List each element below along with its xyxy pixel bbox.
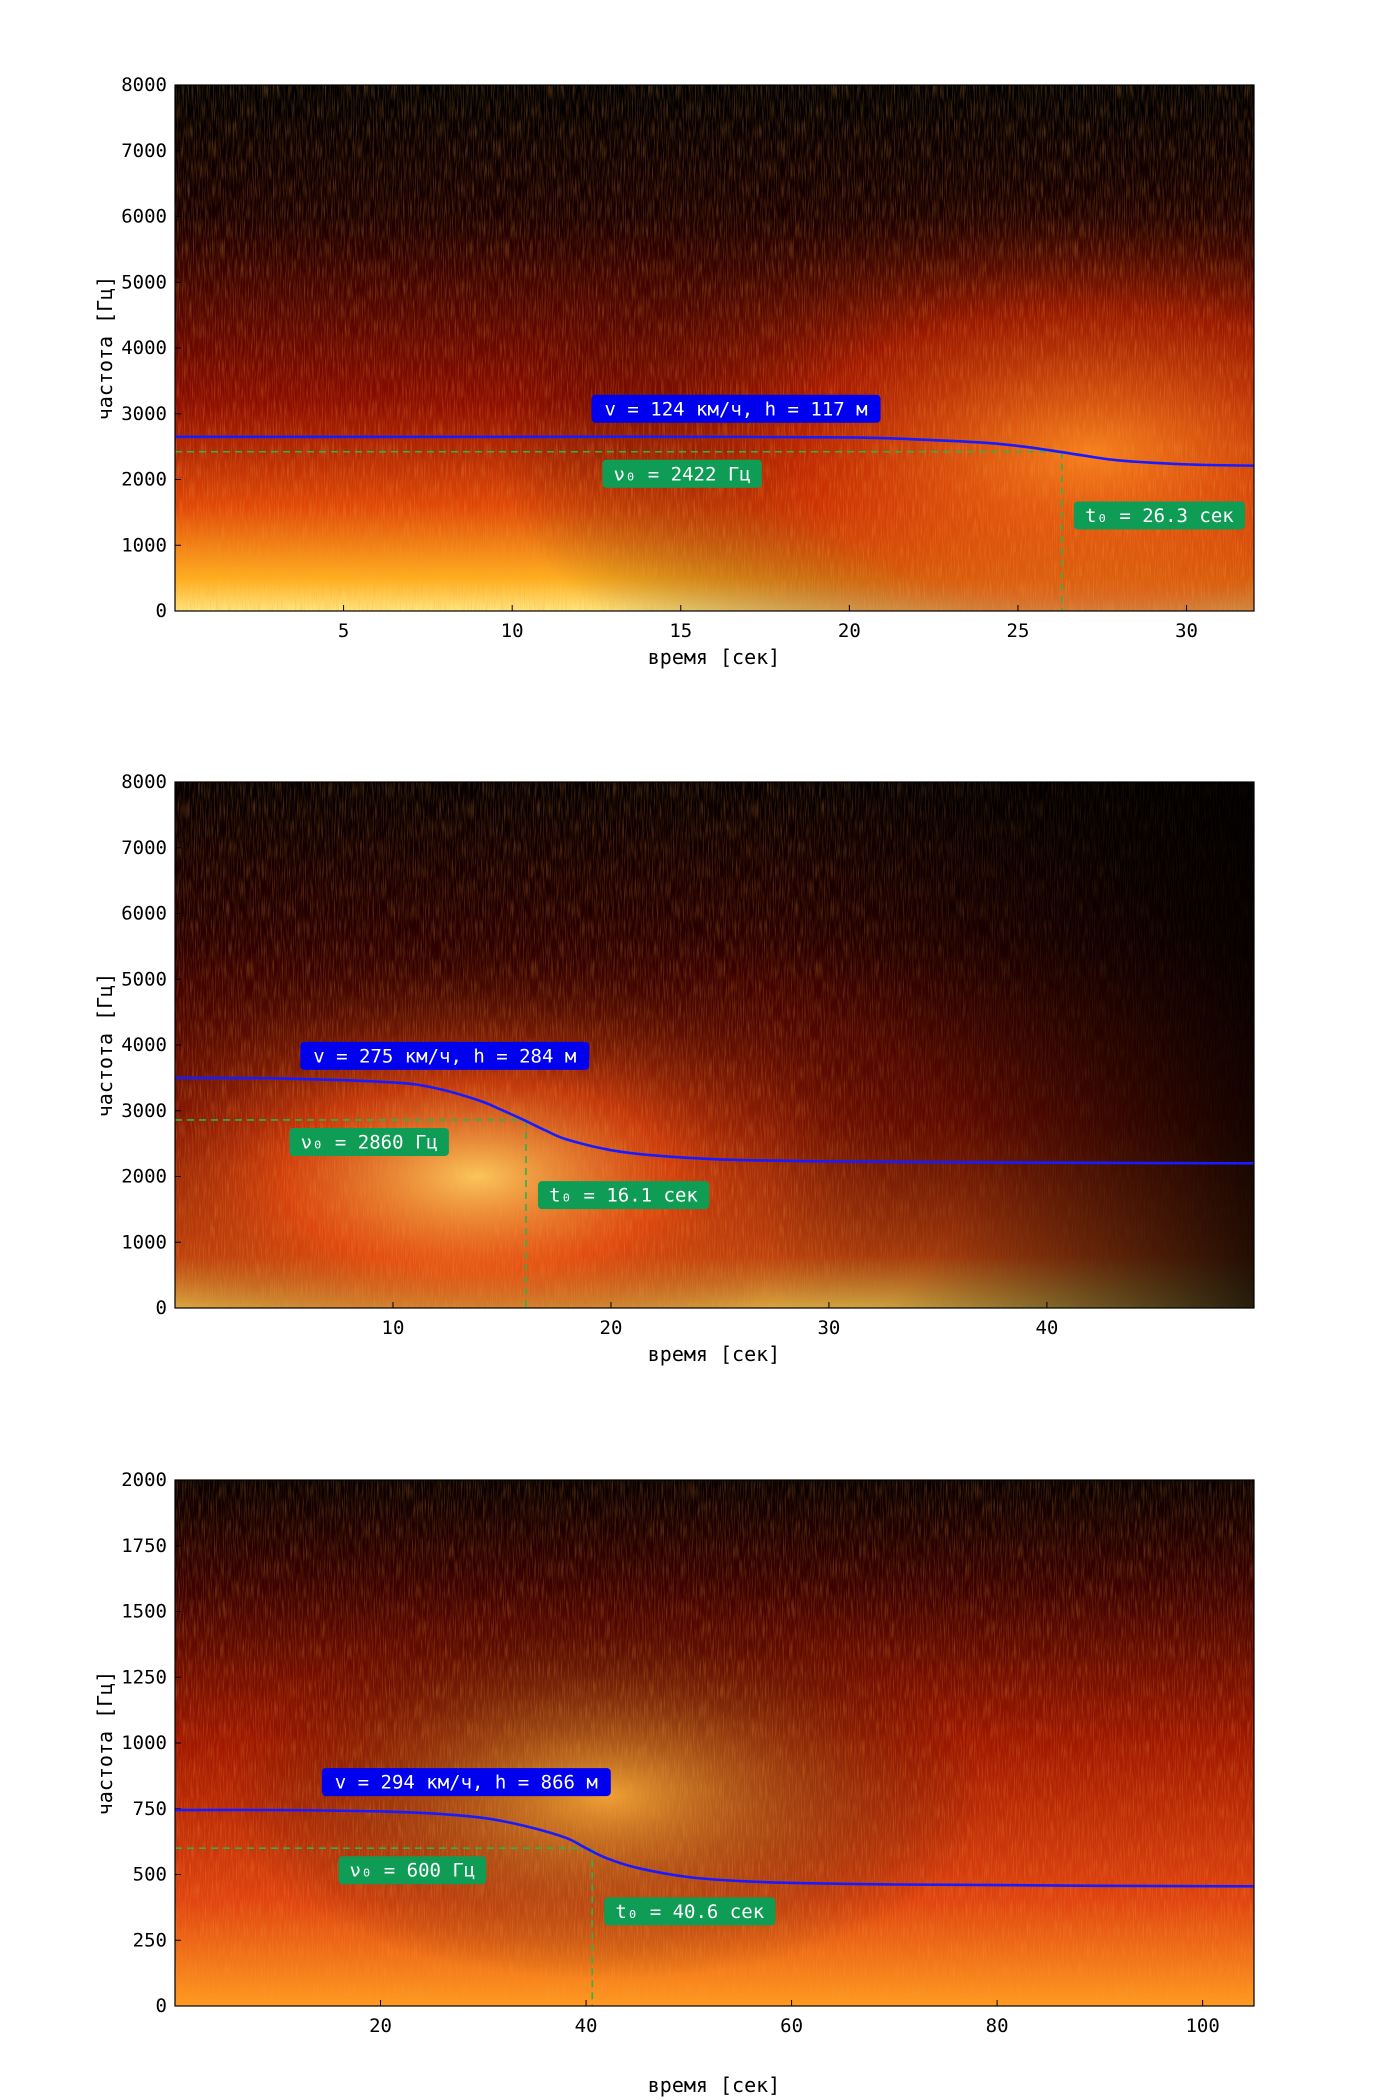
fit-parameters-label-box [321, 1768, 611, 1797]
y-tick-label: 4000 [121, 1034, 167, 1056]
x-axis-label-2: время [сек] [648, 1342, 780, 1366]
y-tick-label: 5000 [121, 271, 167, 293]
y-tick-label: 3000 [121, 403, 167, 425]
y-tick-label: 1000 [121, 534, 167, 556]
nu0-label: ν₀ = 2860 Гц [289, 1127, 449, 1156]
plot-frame-2 [174, 781, 1255, 1309]
fit-parameters-label: v = 124 км/ч, h = 117 м [591, 394, 881, 423]
x-tick-label: 25 [1007, 620, 1030, 642]
x-tick-label: 30 [817, 1317, 840, 1339]
t0-label-box [1073, 501, 1245, 530]
y-tick-label: 2000 [121, 1469, 167, 1491]
plot-frame-3 [174, 1479, 1255, 2007]
t0-label-box [604, 1897, 776, 1926]
x-tick-label: 10 [501, 620, 524, 642]
y-tick-label: 1000 [121, 1231, 167, 1253]
nu0-label-box [289, 1127, 449, 1156]
y-tick-label: 6000 [121, 206, 167, 228]
y-tick-label: 6000 [121, 903, 167, 925]
y-tick-label: 8000 [121, 74, 167, 96]
y-tick-label: 7000 [121, 837, 167, 859]
fit-parameters-label: v = 294 км/ч, h = 866 м [321, 1768, 611, 1797]
nu0-label-box [338, 1856, 487, 1885]
t0-label-text: t₀ = 26.3 сек [1085, 505, 1234, 527]
y-tick-label: 2000 [121, 469, 167, 491]
doppler-fit-curve [174, 1076, 1255, 1165]
fit-parameters-label-text: v = 124 км/ч, h = 117 м [605, 398, 868, 420]
spectrogram-panel-2: 10 20 30 40 0 1000 2000 3000 4000 5000 6000 7000 800… [93, 771, 1255, 1366]
y-tick-label: 250 [133, 1929, 167, 1951]
nu0-label: ν₀ = 2422 Гц [602, 459, 762, 488]
x-tick-label: 15 [669, 620, 692, 642]
x-tick-label: 40 [575, 2015, 598, 2037]
nu0-label: ν₀ = 600 Гц [338, 1856, 487, 1885]
nu0-label-box [602, 459, 762, 488]
x-tick-label: 20 [600, 1317, 623, 1339]
y-tick-label: 7000 [121, 140, 167, 162]
y-tick-label: 5000 [121, 968, 167, 990]
y-tick-label: 500 [133, 1864, 167, 1886]
x-axis-label-3: время [сек] [648, 2073, 780, 2097]
t0-label: t₀ = 40.6 сек [604, 1897, 776, 1926]
x-tick-label: 5 [338, 620, 349, 642]
nu0-label-text: ν₀ = 2860 Гц [301, 1131, 438, 1153]
spectrogram-panel-1: 5 10 15 20 25 30 0 1000 2000 3000 4000 5000 6000 7000… [93, 74, 1255, 669]
x-tick-label: 60 [780, 2015, 803, 2037]
nu0-label-text: ν₀ = 600 Гц [349, 1860, 475, 1882]
y-tick-label: 1250 [121, 1666, 167, 1688]
plot-frame-1 [174, 84, 1255, 612]
doppler-fit-curve [175, 435, 1255, 467]
x-tick-label: 20 [838, 620, 861, 642]
t0-label: t₀ = 26.3 сек [1073, 501, 1245, 530]
t0-label-text: t₀ = 40.6 сек [615, 1901, 764, 1923]
t0-label: t₀ = 16.1 сек [537, 1181, 710, 1210]
x-tick-label: 20 [369, 2015, 392, 2037]
y-tick-label: 1000 [121, 1732, 167, 1754]
fit-parameters-label: v = 275 км/ч, h = 284 м [300, 1041, 590, 1070]
x-axis-label-1: время [сек] [648, 645, 780, 669]
t0-label-text: t₀ = 16.1 сек [549, 1185, 698, 1207]
fit-parameters-label-text: v = 275 км/ч, h = 284 м [313, 1045, 576, 1067]
y-tick-label: 2000 [121, 1166, 167, 1188]
spectrogram-panel-3: 20 40 60 80 10002505007501000125015001750200… [93, 1469, 1255, 2097]
y-axis-label-1: частота [Гц] [93, 276, 117, 421]
fit-parameters-label-text: v = 294 км/ч, h = 866 м [335, 1772, 598, 1794]
t0-label-box [537, 1181, 710, 1210]
y-tick-label: 8000 [121, 771, 167, 793]
nu0-label-text: ν₀ = 2422 Гц [613, 463, 750, 485]
y-axis-label-3: частота [Гц] [93, 1671, 117, 1816]
y-tick-label: 1750 [121, 1535, 167, 1557]
fit-parameters-label-box [300, 1041, 590, 1070]
x-tick-label: 40 [1035, 1317, 1058, 1339]
y-tick-label: 0 [156, 1297, 167, 1319]
y-tick-label: 3000 [121, 1100, 167, 1122]
x-tick-label: 80 [986, 2015, 1009, 2037]
x-tick-label: 100 [1185, 2015, 1219, 2037]
fit-parameters-label-box [591, 394, 881, 423]
y-tick-label: 1500 [121, 1601, 167, 1623]
y-axis-label-2: частота [Гц] [93, 973, 117, 1118]
y-tick-label: 0 [156, 1995, 167, 2017]
spectrogram-image-3 [175, 1480, 1254, 2006]
y-tick-label: 4000 [121, 337, 167, 359]
spectrogram-image-1 [175, 85, 1254, 611]
doppler-fit-curve [174, 1808, 1255, 1888]
x-tick-label: 30 [1175, 620, 1198, 642]
y-tick-label: 0 [156, 600, 167, 622]
y-tick-label: 750 [133, 1798, 167, 1820]
x-tick-label: 10 [382, 1317, 405, 1339]
